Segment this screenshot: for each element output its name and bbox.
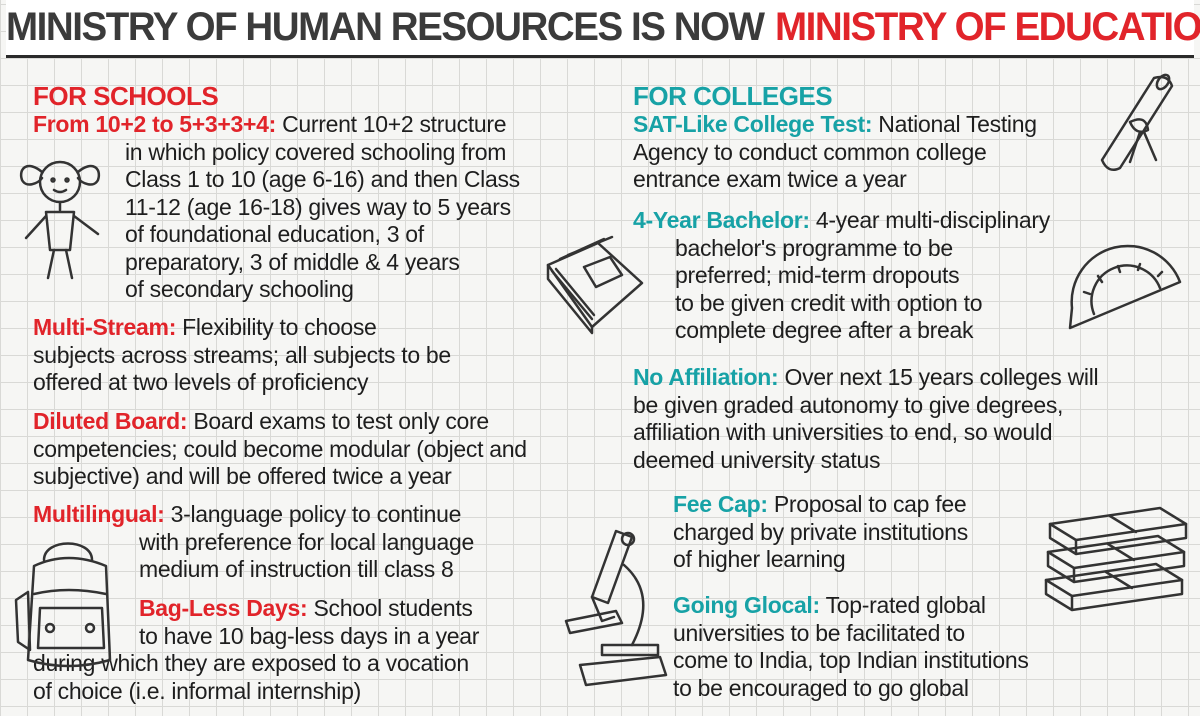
item-text: School students: [307, 595, 473, 621]
item-line: to be given credit with option to: [675, 289, 983, 316]
item-label: Multi-Stream:: [33, 314, 177, 340]
item-line: offered at two levels of proficiency: [33, 369, 369, 395]
item-line: affiliation with universities to end, so…: [633, 419, 1053, 445]
item-line: to have 10 bag-less days in a year: [139, 622, 480, 649]
item-line: subjective) and will be offered twice a …: [33, 463, 452, 489]
book-icon: [546, 235, 644, 335]
colleges-item-bachelor: 4-Year Bachelor: 4-year multi-disciplina…: [633, 207, 1133, 345]
colleges-item-glocal: Going Glocal: Top-rated global universit…: [673, 592, 1113, 702]
item-line: be given graded autonomy to give degrees…: [633, 391, 1064, 418]
item-line: with preference for local language: [139, 528, 475, 555]
item-text: 4-year multi-disciplinary: [809, 207, 1050, 233]
item-line: to be encouraged to go global: [673, 674, 969, 701]
item-line: of secondary schooling: [125, 276, 354, 302]
item-line: competencies; could become modular (obje…: [33, 435, 527, 462]
item-line: deemed university status: [633, 446, 881, 473]
colleges-heading: FOR COLLEGES: [633, 81, 833, 111]
item-label: From 10+2 to 5+3+3+4:: [33, 111, 277, 137]
colleges-item-affiliation: No Affiliation: Over next 15 years colle…: [633, 364, 1173, 474]
item-line: in which policy covered schooling from: [125, 138, 507, 165]
schools-item-multistream: Multi-Stream: Flexibility to choose subj…: [33, 314, 593, 397]
item-line: of higher learning: [673, 546, 846, 572]
schools-item-bagless: Bag-Less Days: School students to have 1…: [33, 595, 593, 705]
schools-item-multilingual: Multilingual: 3-language policy to conti…: [33, 501, 593, 584]
item-line: charged by private institutions: [673, 518, 968, 545]
item-text: Over next 15 years colleges will: [778, 364, 1099, 390]
headline: MINISTRY OF HUMAN RESOURCES IS NOW MINIS…: [6, 0, 1200, 58]
schools-heading: FOR SCHOOLS: [33, 81, 219, 111]
schools-item-board: Diluted Board: Board exams to test only …: [33, 408, 608, 491]
item-text: Proposal to cap fee: [767, 491, 967, 517]
colleges-item-feecap: Fee Cap: Proposal to cap fee charged by …: [673, 491, 1043, 574]
item-line: Class 1 to 10 (age 6-16) and then Class: [125, 166, 520, 192]
item-line: during which they are exposed to a vocat…: [33, 650, 469, 676]
microscope-icon: [564, 529, 668, 687]
item-text: Board exams to test only core: [187, 408, 489, 434]
item-line: medium of instruction till class 8: [139, 556, 454, 582]
item-line: of foundational education, 3 of: [125, 221, 424, 247]
colleges-item-sat: SAT-Like College Test: National Testing …: [633, 111, 1103, 194]
item-text: 3-language policy to continue: [164, 501, 462, 527]
item-label: Diluted Board:: [33, 408, 188, 434]
item-label: No Affiliation:: [633, 364, 779, 390]
money-stack-icon: [1044, 506, 1188, 612]
item-label: Fee Cap:: [673, 491, 768, 517]
protractor-icon: [1068, 244, 1182, 330]
diploma-scroll-icon: [1100, 73, 1174, 171]
item-label: Multilingual:: [33, 501, 165, 527]
item-line: preferred; mid-term dropouts: [675, 262, 960, 288]
schools-item-structure: From 10+2 to 5+3+3+4: Current 10+2 struc…: [33, 111, 593, 304]
backpack-icon: [14, 542, 112, 668]
item-text: Top-rated global: [819, 592, 986, 618]
item-label: SAT-Like College Test:: [633, 111, 873, 137]
item-line: entrance exam twice a year: [633, 166, 907, 192]
item-line: Agency to conduct common college: [633, 138, 987, 165]
item-line: preparatory, 3 of middle & 4 years: [125, 248, 460, 275]
headline-part-2: MINISTRY OF EDUCATION: [775, 5, 1200, 49]
item-line: of choice (i.e. informal internship): [33, 677, 361, 704]
item-line: bachelor's programme to be: [675, 234, 953, 261]
item-label: Going Glocal:: [673, 592, 820, 618]
item-text: Flexibility to choose: [176, 314, 377, 340]
item-line: universities to be facilitated to: [673, 619, 965, 646]
item-text: Current 10+2 structure: [276, 111, 507, 137]
item-line: subjects across streams; all subjects to…: [33, 341, 451, 368]
item-line: 11-12 (age 16-18) gives way to 5 years: [125, 193, 511, 220]
item-label: 4-Year Bachelor:: [633, 207, 810, 233]
headline-part-1: MINISTRY OF HUMAN RESOURCES IS NOW: [6, 5, 765, 49]
item-text: National Testing: [872, 111, 1037, 137]
item-label: Bag-Less Days:: [139, 595, 308, 621]
girl-doodle-icon: [19, 160, 101, 280]
item-line: complete degree after a break: [675, 317, 974, 343]
item-line: come to India, top Indian institutions: [673, 647, 1029, 673]
